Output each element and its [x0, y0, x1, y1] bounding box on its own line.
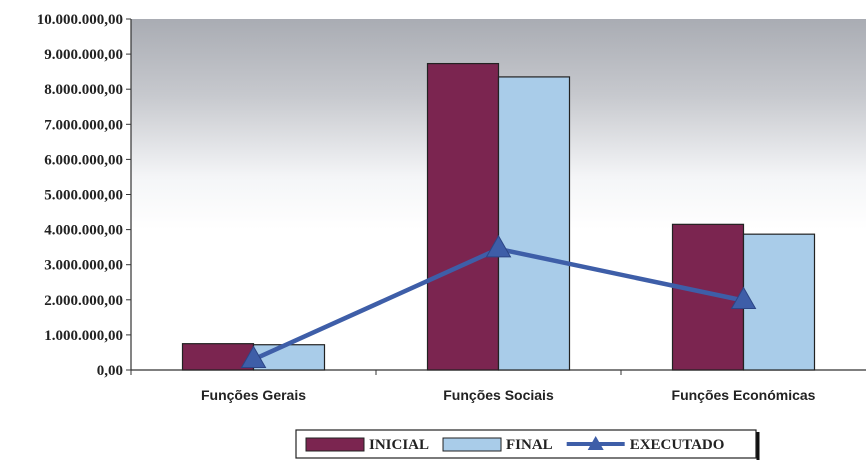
legend-box [295, 429, 757, 459]
y-tick-label: 8.000.000,00 [44, 82, 123, 98]
x-axis: Funções Gerais Funções Sociais Funções Eco… [130, 369, 866, 403]
marker-executado [485, 234, 512, 258]
y-tick-label: 1.000.000,00 [44, 328, 123, 344]
legend-swatch-inicial [305, 437, 365, 452]
y-tick-label: 6.000.000,00 [44, 152, 123, 168]
x-category-label: Funções Sociais [443, 387, 554, 403]
bar-final [252, 344, 326, 371]
y-tick-label: 2.000.000,00 [44, 293, 123, 309]
y-tick-label: 3.000.000,00 [44, 258, 123, 274]
marker-executado [240, 345, 267, 368]
marker-executado [730, 286, 757, 310]
bar-final [742, 233, 816, 371]
y-tick-label: 7.000.000,00 [44, 117, 123, 133]
legend-label-final: FINAL [506, 437, 553, 453]
legend-label-inicial: INICIAL [369, 437, 429, 453]
legend-swatch-final [442, 437, 502, 452]
y-tick-label: 9.000.000,00 [44, 47, 123, 63]
y-tick-label: 10.000.000,00 [37, 12, 123, 28]
x-category-label: Funções Gerais [201, 387, 306, 403]
x-category-label: Funções Económicas [672, 387, 816, 403]
executado-line [240, 234, 757, 368]
legend: INICIAL FINAL EXECUTADO [295, 429, 760, 460]
legend-label-executado: EXECUTADO [630, 437, 725, 453]
bar-inicial [181, 343, 255, 371]
legend-marker-executado [587, 436, 604, 450]
y-tick-label: 4.000.000,00 [44, 223, 123, 239]
bar-inicial [426, 62, 500, 371]
y-axis: 0,00 1.000.000,00 2.000.000,00 3.000.000,00… [37, 12, 132, 379]
y-tick-label: 0,00 [97, 363, 123, 379]
y-tick-label: 5.000.000,00 [44, 188, 123, 204]
bar-final [497, 76, 571, 371]
